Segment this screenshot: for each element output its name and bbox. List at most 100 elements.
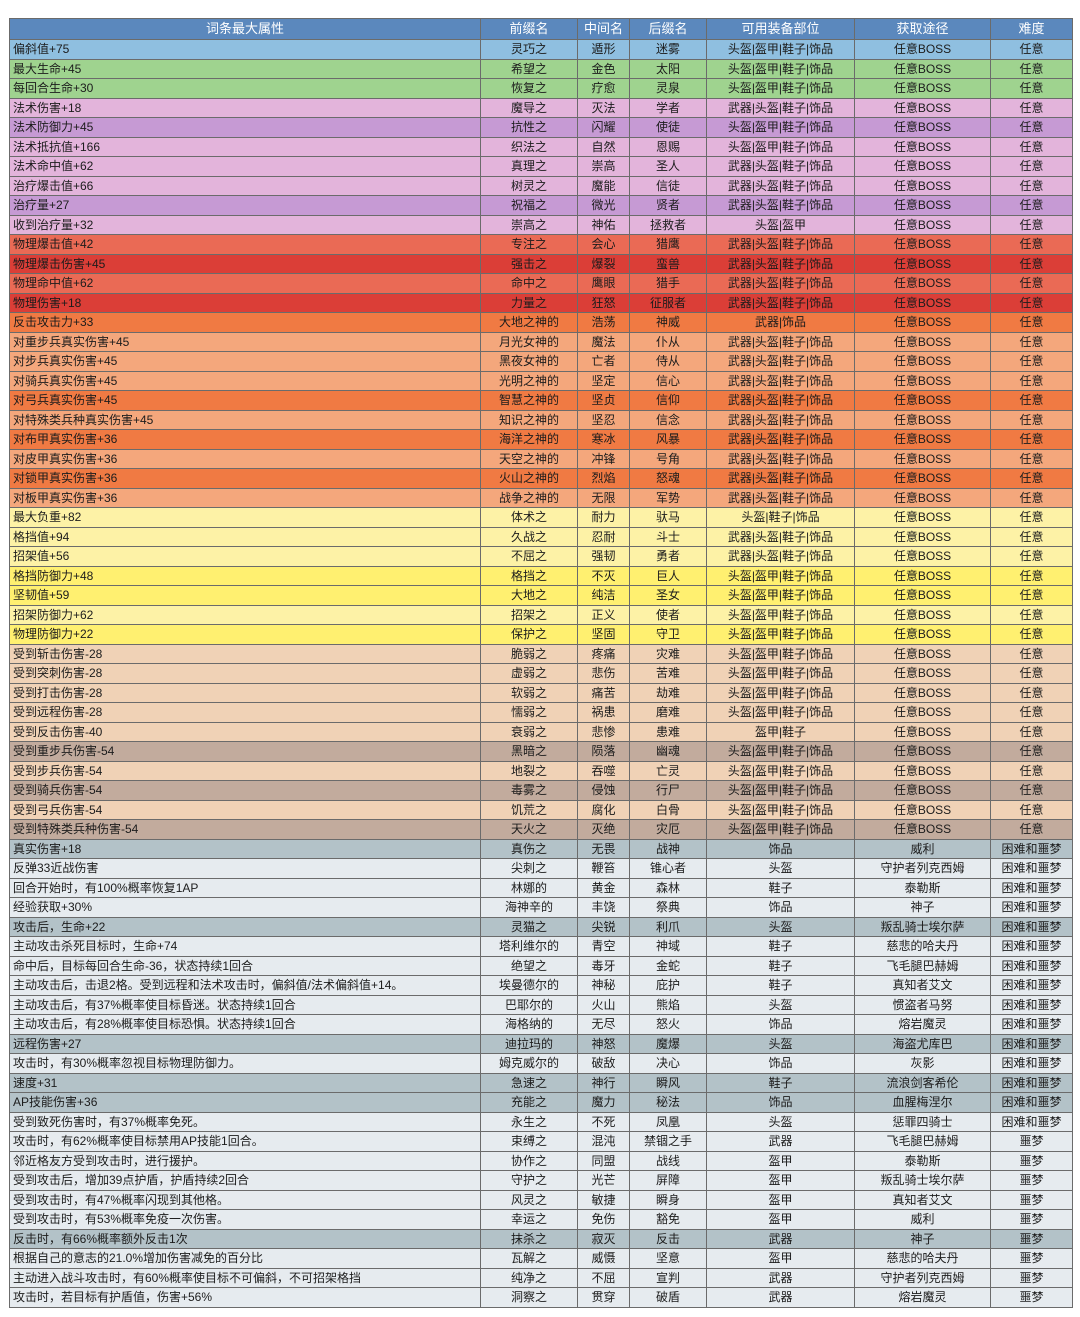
- difficulty-cell: 任意: [990, 448, 1073, 469]
- table-row: 主动攻击后，击退2格。受到远程和法术攻击时，偏斜值/法术偏斜值+14。 埃曼德尔的…: [9, 975, 1073, 996]
- slots-cell: 头盔|盔甲: [706, 214, 855, 235]
- middle-cell: 灭法: [577, 97, 630, 118]
- slots-cell: 头盔|盔甲|鞋子|饰品: [706, 136, 855, 157]
- suffix-cell: 金蛇: [629, 955, 707, 976]
- table-row: 对步兵真实伤害+45 黑夜女神的 亡者 侍从 武器|头盔|鞋子|饰品 任意BOSS 任意: [9, 351, 1073, 372]
- slots-cell: 鞋子: [706, 936, 855, 957]
- difficulty-cell: 任意: [990, 526, 1073, 547]
- source-cell: 任意BOSS: [854, 273, 991, 294]
- table-row: 受到骑兵伤害-54 毒雾之 侵蚀 行尸 头盔|盔甲|鞋子|饰品 任意BOSS 任意: [9, 780, 1073, 801]
- source-cell: 慈悲的哈夫丹: [854, 936, 991, 957]
- table-row: 攻击时，有62%概率使目标禁用AP技能1回合。 束缚之 混沌 禁锢之手 武器 飞毛腿巴赫姆…: [9, 1131, 1073, 1152]
- table-row: 受到特殊类兵种伤害-54 天火之 灭绝 灾厄 头盔|盔甲|鞋子|饰品 任意BOSS 任意: [9, 819, 1073, 840]
- suffix-cell: 熊焰: [629, 994, 707, 1015]
- middle-cell: 魔力: [577, 1092, 630, 1113]
- suffix-cell: 蛮兽: [629, 253, 707, 274]
- source-cell: 任意BOSS: [854, 292, 991, 313]
- attribute-cell: 法术防御力+45: [9, 117, 481, 138]
- middle-cell: 悲伤: [577, 663, 630, 684]
- attribute-cell: 回合开始时，有100%概率恢复1AP: [9, 877, 481, 898]
- source-cell: 惩罪四骑士: [854, 1111, 991, 1132]
- prefix-cell: 光明之神的: [480, 370, 578, 391]
- attribute-cell: 对锁甲真实伤害+36: [9, 468, 481, 489]
- source-cell: 任意BOSS: [854, 390, 991, 411]
- header-row: 词条最大属性 前缀名 中间名 后缀名 可用装备部位 获取途径 难度: [9, 18, 1073, 40]
- suffix-cell: 瞬风: [629, 1072, 707, 1093]
- suffix-cell: 锥心者: [629, 858, 707, 879]
- attribute-cell: 对骑兵真实伤害+45: [9, 370, 481, 391]
- middle-cell: 混沌: [577, 1131, 630, 1152]
- prefix-cell: 灵巧之: [480, 39, 578, 60]
- attribute-cell: 受到特殊类兵种伤害-54: [9, 819, 481, 840]
- source-cell: 任意BOSS: [854, 253, 991, 274]
- middle-cell: 遁形: [577, 39, 630, 60]
- table-row: 受到攻击后，增加39点护盾，护盾持续2回合 守护之 光芒 屏障 盔甲 叛乱骑士埃尔萨 噩梦: [9, 1170, 1073, 1191]
- difficulty-cell: 任意: [990, 565, 1073, 586]
- slots-cell: 武器|头盔|鞋子|饰品: [706, 253, 855, 274]
- prefix-cell: 命中之: [480, 273, 578, 294]
- middle-cell: 坚忍: [577, 409, 630, 430]
- middle-cell: 强韧: [577, 546, 630, 567]
- prefix-cell: 崇高之: [480, 214, 578, 235]
- difficulty-cell: 任意: [990, 390, 1073, 411]
- suffix-cell: 亡灵: [629, 760, 707, 781]
- attribute-cell: 攻击时，有30%概率忽视目标物理防御力。: [9, 1053, 481, 1074]
- slots-cell: 鞋子: [706, 877, 855, 898]
- source-cell: 神子: [854, 1228, 991, 1249]
- source-cell: 任意BOSS: [854, 409, 991, 430]
- difficulty-cell: 任意: [990, 507, 1073, 528]
- col-header-slots: 可用装备部位: [706, 18, 855, 40]
- middle-cell: 神秘: [577, 975, 630, 996]
- table-row: 攻击时，有30%概率忽视目标物理防御力。 姆克威尔的 破敌 决心 饰品 灰影 困难和噩梦: [9, 1053, 1073, 1074]
- slots-cell: 武器|头盔|鞋子|饰品: [706, 156, 855, 177]
- middle-cell: 爆裂: [577, 253, 630, 274]
- middle-cell: 不灭: [577, 565, 630, 586]
- attribute-cell: 受到斩击伤害-28: [9, 643, 481, 664]
- slots-cell: 武器|头盔|鞋子|饰品: [706, 195, 855, 216]
- difficulty-cell: 噩梦: [990, 1228, 1073, 1249]
- slots-cell: 武器|头盔|鞋子|饰品: [706, 351, 855, 372]
- difficulty-cell: 任意: [990, 117, 1073, 138]
- source-cell: 飞毛腿巴赫姆: [854, 1131, 991, 1152]
- slots-cell: 头盔|盔甲|鞋子|饰品: [706, 78, 855, 99]
- prefix-cell: 迪拉玛的: [480, 1033, 578, 1054]
- table-row: 对重步兵真实伤害+45 月光女神的 魔法 仆从 武器|头盔|鞋子|饰品 任意BOSS 任意: [9, 331, 1073, 352]
- attribute-cell: 坚韧值+59: [9, 585, 481, 606]
- table-row: 法术抵抗值+166 织法之 自然 恩赐 头盔|盔甲|鞋子|饰品 任意BOSS 任意: [9, 136, 1073, 157]
- source-cell: 慈悲的哈夫丹: [854, 1248, 991, 1269]
- difficulty-cell: 困难和噩梦: [990, 1033, 1073, 1054]
- source-cell: 任意BOSS: [854, 643, 991, 664]
- attribute-cell: 法术命中值+62: [9, 156, 481, 177]
- middle-cell: 坚定: [577, 370, 630, 391]
- middle-cell: 烈焰: [577, 468, 630, 489]
- source-cell: 任意BOSS: [854, 487, 991, 508]
- difficulty-cell: 困难和噩梦: [990, 955, 1073, 976]
- attribute-cell: 受到攻击时，有47%概率闪现到其他格。: [9, 1189, 481, 1210]
- suffix-cell: 苦难: [629, 663, 707, 684]
- middle-cell: 威慑: [577, 1248, 630, 1269]
- attribute-cell: 经验获取+30%: [9, 897, 481, 918]
- prefix-cell: 大地之: [480, 585, 578, 606]
- prefix-cell: 幸运之: [480, 1209, 578, 1230]
- middle-cell: 魔法: [577, 331, 630, 352]
- middle-cell: 金色: [577, 58, 630, 79]
- difficulty-cell: 任意: [990, 214, 1073, 235]
- middle-cell: 神佑: [577, 214, 630, 235]
- source-cell: 任意BOSS: [854, 175, 991, 196]
- attribute-cell: 治疗爆击值+66: [9, 175, 481, 196]
- attribute-cell: 受到反击伤害-40: [9, 721, 481, 742]
- attribute-cell: 格挡值+94: [9, 526, 481, 547]
- suffix-cell: 战神: [629, 838, 707, 859]
- slots-cell: 武器|头盔|鞋子|饰品: [706, 331, 855, 352]
- slots-cell: 武器|饰品: [706, 312, 855, 333]
- source-cell: 灰影: [854, 1053, 991, 1074]
- difficulty-cell: 任意: [990, 253, 1073, 274]
- source-cell: 任意BOSS: [854, 468, 991, 489]
- table-row: 物理爆击值+42 专注之 会心 猎鹰 武器|头盔|鞋子|饰品 任意BOSS 任意: [9, 234, 1073, 255]
- source-cell: 任意BOSS: [854, 624, 991, 645]
- attribute-cell: 对皮甲真实伤害+36: [9, 448, 481, 469]
- middle-cell: 神行: [577, 1072, 630, 1093]
- attribute-cell: 反弹33近战伤害: [9, 858, 481, 879]
- difficulty-cell: 任意: [990, 195, 1073, 216]
- slots-cell: 鞋子: [706, 955, 855, 976]
